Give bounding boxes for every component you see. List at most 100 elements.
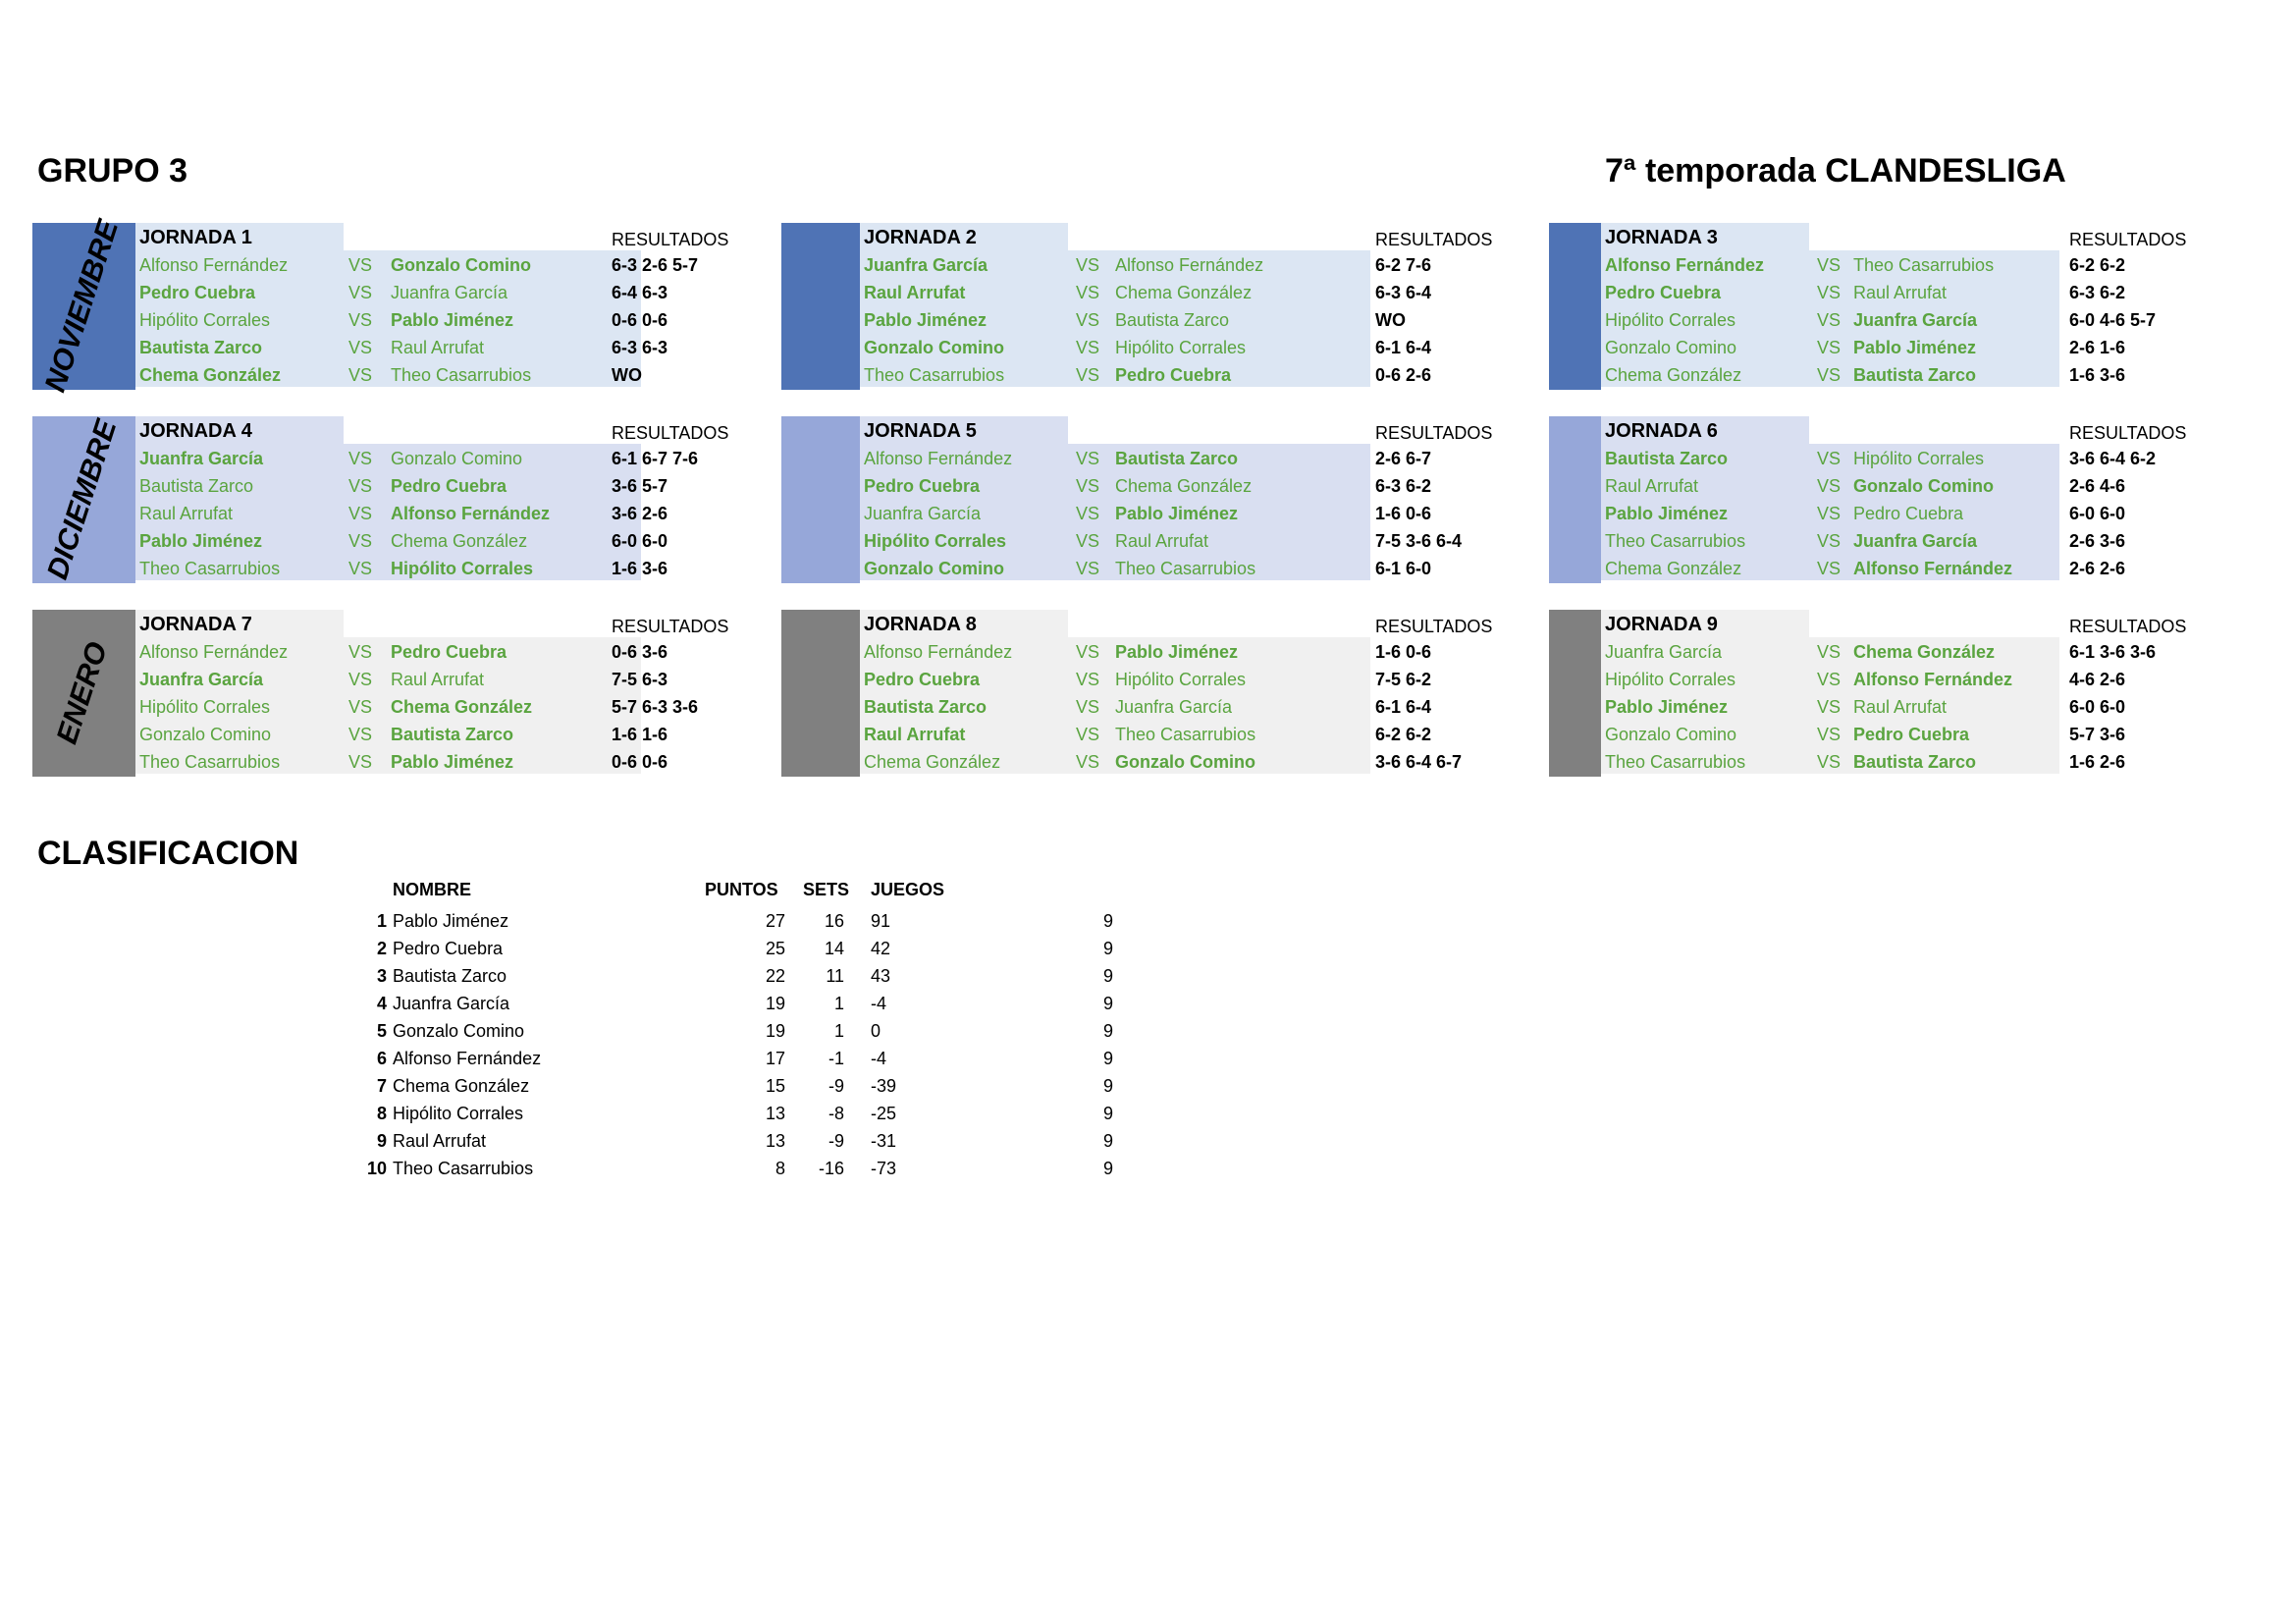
away-player: Chema González	[1115, 283, 1253, 302]
standing-played: 9	[1102, 911, 1113, 931]
vs-label: VS	[348, 504, 373, 523]
table-row: 10 Theo Casarrubios 8 -16 -73 9	[0, 1155, 1178, 1182]
standing-position: 7	[376, 1076, 387, 1096]
match-score: 0-6 2-6	[1375, 365, 1432, 385]
vs-label: VS	[1076, 255, 1100, 275]
table-row: 9 Raul Arrufat 13 -9 -31 9	[0, 1127, 1178, 1155]
jornada-block: JORNADA 8 RESULTADOS Alfonso Fernández VS Pa…	[781, 610, 1492, 777]
match-score: 2-6 1-6	[2069, 338, 2126, 357]
match-row: Pablo Jiménez VS Chema González 6-0 6-0	[32, 527, 729, 555]
away-player: Gonzalo Comino	[1853, 476, 1994, 496]
home-player: Pablo Jiménez	[864, 310, 988, 330]
standing-games: 43	[871, 966, 891, 986]
home-player: Pablo Jiménez	[139, 531, 263, 551]
match-score: 6-4 6-3	[612, 283, 668, 302]
match-score: 1-6 0-6	[1375, 642, 1432, 662]
home-player: Bautista Zarco	[1605, 449, 1729, 468]
vs-label: VS	[1817, 504, 1842, 523]
match-row: Alfonso Fernández VS Bautista Zarco 2-6 6-7	[781, 445, 1478, 472]
group-title: GRUPO 3	[37, 152, 188, 189]
standing-sets: 11	[826, 966, 844, 986]
match-row: Hipólito Corrales VS Juanfra García 6-0 4-6…	[1549, 306, 2246, 334]
match-score: 7-5 3-6 6-4	[1375, 531, 1463, 551]
month-band	[1549, 610, 1601, 777]
jornada-header-bg	[135, 416, 344, 444]
month-band	[781, 223, 860, 390]
away-player: Pedro Cuebra	[391, 476, 507, 496]
vs-label: VS	[1076, 338, 1100, 357]
vs-label: VS	[348, 365, 373, 385]
standing-games: 42	[871, 939, 891, 958]
jornada-title: JORNADA 5	[864, 420, 977, 442]
vs-label: VS	[1817, 642, 1842, 662]
vs-label: VS	[348, 255, 373, 275]
standing-sets: -9	[828, 1076, 844, 1096]
vs-label: VS	[1817, 476, 1842, 496]
results-header: RESULTADOS	[1375, 230, 1493, 249]
month-band	[1549, 223, 1601, 390]
match-row: Raul Arrufat VS Gonzalo Comino 2-6 4-6	[1549, 472, 2246, 500]
jornada-title: JORNADA 6	[1605, 420, 1718, 442]
away-player: Pedro Cuebra	[1115, 365, 1232, 385]
standing-played: 9	[1102, 966, 1113, 986]
standing-played: 9	[1102, 1131, 1113, 1151]
home-player: Gonzalo Comino	[1605, 725, 1737, 744]
standing-played: 9	[1102, 939, 1113, 958]
standing-position: 6	[376, 1049, 387, 1068]
home-player: Pedro Cuebra	[864, 670, 981, 689]
match-score: 6-2 6-2	[2069, 255, 2126, 275]
match-row: Pablo Jiménez VS Pedro Cuebra 6-0 6-0	[1549, 500, 2246, 527]
results-header: RESULTADOS	[2069, 230, 2187, 249]
away-player: Theo Casarrubios	[391, 365, 532, 385]
jornada-title: JORNADA 4	[139, 420, 252, 442]
home-player: Juanfra García	[139, 449, 264, 468]
home-player: Hipólito Corrales	[139, 310, 271, 330]
match-score: 6-1 6-7 7-6	[612, 449, 699, 468]
home-player: Juanfra García	[864, 504, 982, 523]
jornada-title: JORNADA 9	[1605, 614, 1718, 635]
vs-label: VS	[348, 559, 373, 578]
standing-games: -25	[871, 1104, 897, 1123]
standing-name: Alfonso Fernández	[393, 1049, 542, 1068]
vs-label: VS	[1076, 752, 1100, 772]
home-player: Alfonso Fernández	[139, 255, 289, 275]
vs-label: VS	[1076, 283, 1100, 302]
match-score: 3-6 6-4 6-2	[2069, 449, 2157, 468]
match-row: Hipólito Corrales VS Alfonso Fernández 4-6 …	[1549, 666, 2246, 693]
jornada-rows-bg	[135, 637, 641, 774]
away-player: Gonzalo Comino	[1115, 752, 1255, 772]
month-band	[781, 610, 860, 777]
home-player: Chema González	[1605, 559, 1742, 578]
home-player: Theo Casarrubios	[864, 365, 1005, 385]
home-player: Chema González	[1605, 365, 1742, 385]
match-score: 6-0 6-0	[2069, 504, 2126, 523]
standing-points: 15	[765, 1076, 785, 1096]
jornada-block: JORNADA 2 RESULTADOS Juanfra García VS Alfon…	[781, 223, 1492, 390]
home-player: Raul Arrufat	[864, 725, 966, 744]
standings-header-sets: SETS	[803, 880, 850, 899]
match-score: 6-0 6-0	[612, 531, 668, 551]
match-row: Pablo Jiménez VS Bautista Zarco WO	[781, 306, 1478, 334]
match-row: Pedro Cuebra VS Chema González 6-3 6-2	[781, 472, 1478, 500]
vs-label: VS	[348, 476, 373, 496]
match-score: 3-6 2-6	[612, 504, 668, 523]
vs-label: VS	[1817, 697, 1842, 717]
away-player: Pablo Jiménez	[1115, 642, 1239, 662]
match-row: Bautista Zarco VS Juanfra García 6-1 6-4	[781, 693, 1478, 721]
standing-games: -4	[871, 1049, 887, 1068]
home-player: Theo Casarrubios	[1605, 531, 1746, 551]
match-row: Alfonso Fernández VS Theo Casarrubios 6-2 6…	[1549, 251, 2246, 279]
jornada-rows-bg	[135, 250, 641, 387]
match-row: Raul Arrufat VS Alfonso Fernández 3-6 2-6	[32, 500, 729, 527]
match-score: 3-6 5-7	[612, 476, 668, 496]
standing-games: -4	[871, 994, 887, 1013]
standing-points: 27	[765, 911, 785, 931]
away-player: Gonzalo Comino	[391, 449, 523, 468]
match-score: 1-6 3-6	[2069, 365, 2126, 385]
jornada-block: NOVIEMBRE JORNADA 1 RESULTADOS Alfonso Fern…	[32, 216, 729, 396]
match-row: Juanfra García VS Raul Arrufat 7-5 6-3	[32, 666, 729, 693]
match-row: Theo Casarrubios VS Bautista Zarco 1-6 2-6	[1549, 748, 2246, 776]
vs-label: VS	[1817, 283, 1842, 302]
standing-played: 9	[1102, 1021, 1113, 1041]
away-player: Juanfra García	[1115, 697, 1233, 717]
